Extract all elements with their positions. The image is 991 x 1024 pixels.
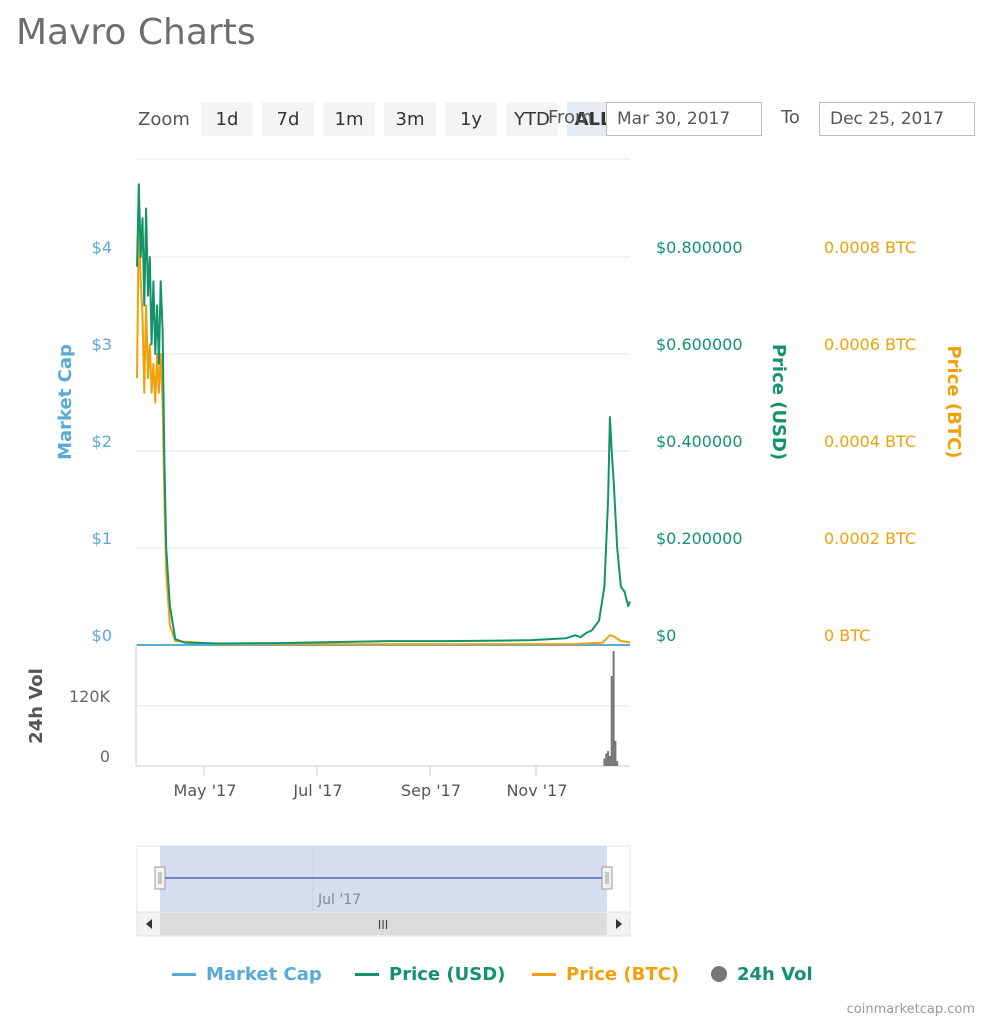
price-usd-axis-title: Price (USD) (768, 344, 789, 460)
legend-item-24h-vol[interactable]: 24h Vol (711, 960, 813, 988)
from-date-input[interactable] (606, 102, 762, 136)
price-usd-tick: $0.200000 (656, 529, 743, 548)
credit-link[interactable]: coinmarketcap.com (846, 1002, 975, 1017)
x-tick-label: Nov '17 (506, 781, 567, 800)
legend-label: 24h Vol (737, 963, 813, 985)
legend-item-market-cap[interactable]: Market Cap (172, 960, 322, 988)
scroll-right-arrow-icon[interactable] (616, 919, 622, 929)
zoom-1y-button[interactable]: 1y (445, 102, 497, 136)
zoom-3m-button[interactable]: 3m (384, 102, 436, 136)
legend-label: Market Cap (206, 963, 322, 985)
legend-item-price-usd[interactable]: Price (USD) (355, 960, 505, 988)
legend-line-icon (355, 972, 379, 976)
x-tick-label: Sep '17 (401, 781, 461, 800)
zoom-label: Zoom (138, 109, 190, 130)
zoom-ytd-button[interactable]: YTD (506, 102, 558, 136)
scroll-left-arrow-icon[interactable] (146, 919, 152, 929)
to-label: To (781, 107, 800, 128)
volume-tick: 120K (69, 687, 111, 706)
zoom-7d-button[interactable]: 7d (262, 102, 314, 136)
price-btc-axis-title: Price (BTC) (943, 345, 964, 458)
navigator-right-handle[interactable] (601, 866, 613, 890)
legend-line-icon (532, 972, 556, 976)
market-cap-tick: $3 (92, 335, 112, 354)
volume-tick: 0 (100, 747, 110, 766)
price-btc-tick: 0.0006 BTC (824, 335, 916, 354)
volume-bar (605, 753, 608, 766)
price-usd-tick: $0 (656, 626, 676, 645)
market-cap-tick: $0 (92, 626, 112, 645)
scrollbar-grip: III (378, 918, 389, 932)
price-btc-tick: 0.0004 BTC (824, 432, 916, 451)
volume-bar (607, 751, 610, 766)
volume-bar (603, 758, 606, 766)
volume-bar (610, 676, 613, 766)
price-usd-tick: $0.800000 (656, 238, 743, 257)
legend-label: Price (BTC) (566, 963, 680, 985)
price-btc-line (136, 217, 631, 646)
price-btc-tick: 0 BTC (824, 626, 870, 645)
x-tick-label: Jul '17 (292, 781, 342, 800)
market-cap-tick: $1 (92, 529, 112, 548)
price-usd-tick: $0.400000 (656, 432, 743, 451)
legend-label: Price (USD) (389, 963, 506, 985)
volume-axis-title: 24h Vol (26, 668, 47, 744)
scrollbar-thumb[interactable] (160, 913, 607, 935)
legend-item-price-btc[interactable]: Price (BTC) (532, 960, 679, 988)
zoom-1m-button[interactable]: 1m (323, 102, 375, 136)
price-btc-tick: 0.0008 BTC (824, 238, 916, 257)
to-date-input[interactable] (819, 102, 975, 136)
volume-bars (603, 651, 619, 766)
volume-bar (614, 741, 617, 766)
market-cap-tick: $2 (92, 432, 112, 451)
price-usd-tick: $0.600000 (656, 335, 743, 354)
legend-line-icon (172, 972, 196, 976)
price-btc-tick: 0.0002 BTC (824, 529, 916, 548)
x-tick-label: May '17 (174, 781, 237, 800)
volume-bar (616, 761, 619, 766)
from-label: From (548, 107, 593, 128)
grid (135, 158, 630, 767)
price-usd-line (136, 183, 631, 645)
navigator-tick-label: Jul '17 (317, 892, 361, 908)
legend-dot-icon (711, 966, 727, 982)
scrollbar[interactable]: III (136, 911, 631, 937)
market-cap-axis-title: Market Cap (55, 344, 76, 460)
zoom-1d-button[interactable]: 1d (201, 102, 253, 136)
volume-bar (612, 651, 615, 766)
volume-bar (608, 756, 611, 766)
navigator[interactable]: Jul '17 (136, 845, 631, 913)
market-cap-tick: $4 (92, 238, 112, 257)
page-title: Mavro Charts (16, 12, 256, 53)
navigator-left-handle[interactable] (154, 866, 166, 890)
navigator-selection[interactable] (160, 846, 607, 912)
